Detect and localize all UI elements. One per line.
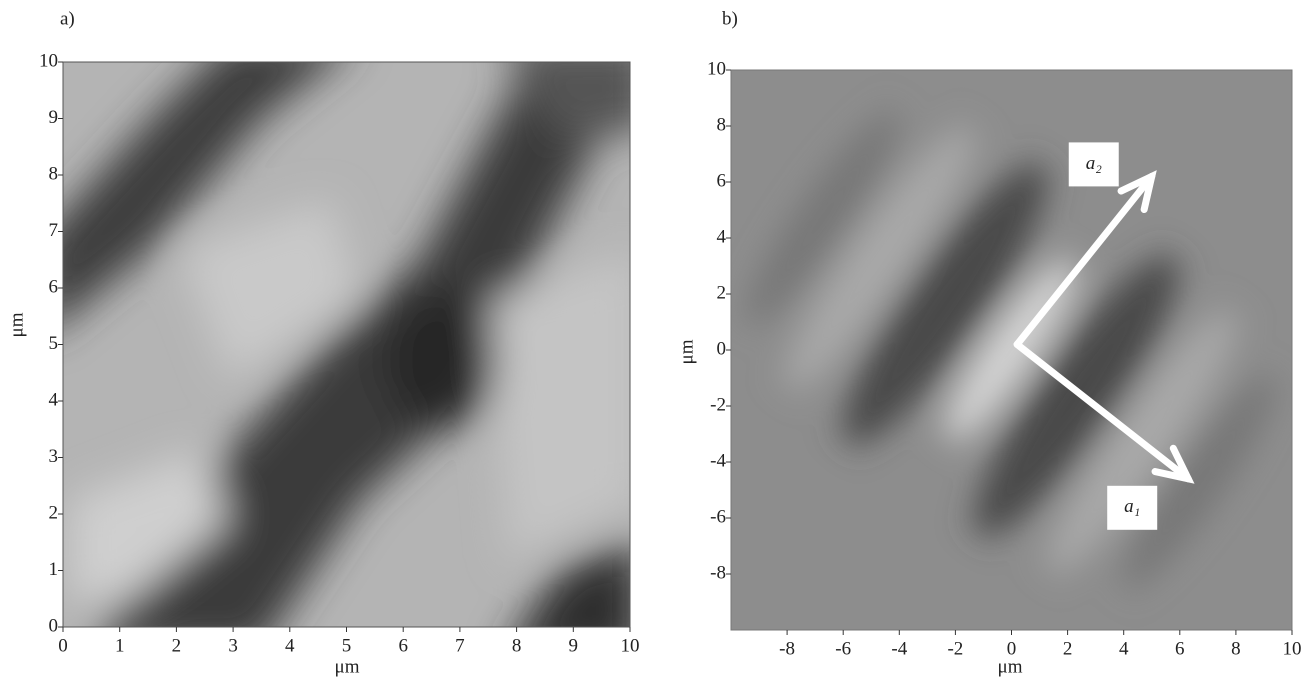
vector-arrow: [1013, 172, 1156, 348]
vector-label: a₁: [1124, 496, 1140, 517]
vector-label-box: [1068, 142, 1119, 187]
x-tick-label: 2: [172, 635, 182, 656]
x-tick-label: 0: [1007, 638, 1017, 659]
x-tick-label: -8: [779, 638, 795, 659]
x-tick-label: 8: [1231, 638, 1241, 659]
vector-arrow: [1013, 340, 1192, 483]
y-tick-label: -4: [710, 450, 726, 471]
y-tick-label: 8: [49, 163, 59, 184]
x-tick-label: 9: [569, 635, 579, 656]
x-tick-label: 8: [512, 635, 522, 656]
x-tick-label: 6: [1175, 638, 1185, 659]
y-tick-label: 10: [39, 50, 58, 71]
y-tick-label: 6: [717, 170, 727, 191]
y-tick-label: 4: [717, 226, 727, 247]
y-tick-label: -2: [710, 394, 726, 415]
autocorrelation-image: [731, 70, 1292, 630]
y-tick-label: -8: [710, 562, 726, 583]
x-axis-label: μm: [335, 656, 360, 677]
x-tick-label: 2: [1063, 638, 1073, 659]
y-tick-label: 2: [717, 282, 727, 303]
y-tick-label: 10: [707, 58, 726, 79]
x-tick-label: 0: [58, 635, 68, 656]
panel-label: a): [60, 8, 75, 29]
y-axis-label: μm: [676, 339, 697, 364]
y-tick-label: 4: [49, 389, 59, 410]
x-tick-label: 7: [455, 635, 465, 656]
y-tick-label: 1: [49, 559, 59, 580]
y-tick-label: 2: [49, 502, 59, 523]
y-tick-label: 9: [49, 107, 59, 128]
y-tick-label: 7: [49, 220, 59, 241]
vector-label: a₂: [1086, 153, 1103, 174]
y-tick-label: -6: [710, 506, 726, 527]
x-tick-label: 3: [228, 635, 238, 656]
y-tick-label: 6: [49, 276, 59, 297]
x-tick-label: 4: [285, 635, 295, 656]
vector-label-box: [1107, 485, 1158, 530]
x-tick-label: 1: [115, 635, 125, 656]
x-tick-label: 10: [621, 635, 640, 656]
y-axis-label: μm: [6, 312, 27, 337]
arrow-head: [1117, 170, 1157, 214]
x-tick-label: -4: [891, 638, 907, 659]
y-tick-label: 3: [49, 446, 59, 467]
x-tick-label: 10: [1283, 638, 1302, 659]
x-tick-label: -2: [947, 638, 963, 659]
y-tick-label: 0: [49, 615, 59, 636]
x-tick-label: 6: [398, 635, 408, 656]
x-tick-label: -6: [835, 638, 851, 659]
x-tick-label: 4: [1119, 638, 1129, 659]
x-tick-label: 5: [342, 635, 352, 656]
x-axis-label: μm: [998, 656, 1023, 677]
y-tick-label: 0: [717, 338, 727, 359]
panel-label: b): [722, 8, 738, 29]
arrow-head: [1151, 444, 1195, 484]
y-tick-label: 8: [717, 114, 727, 135]
y-tick-label: 5: [49, 333, 59, 354]
afm-image: [63, 62, 630, 627]
